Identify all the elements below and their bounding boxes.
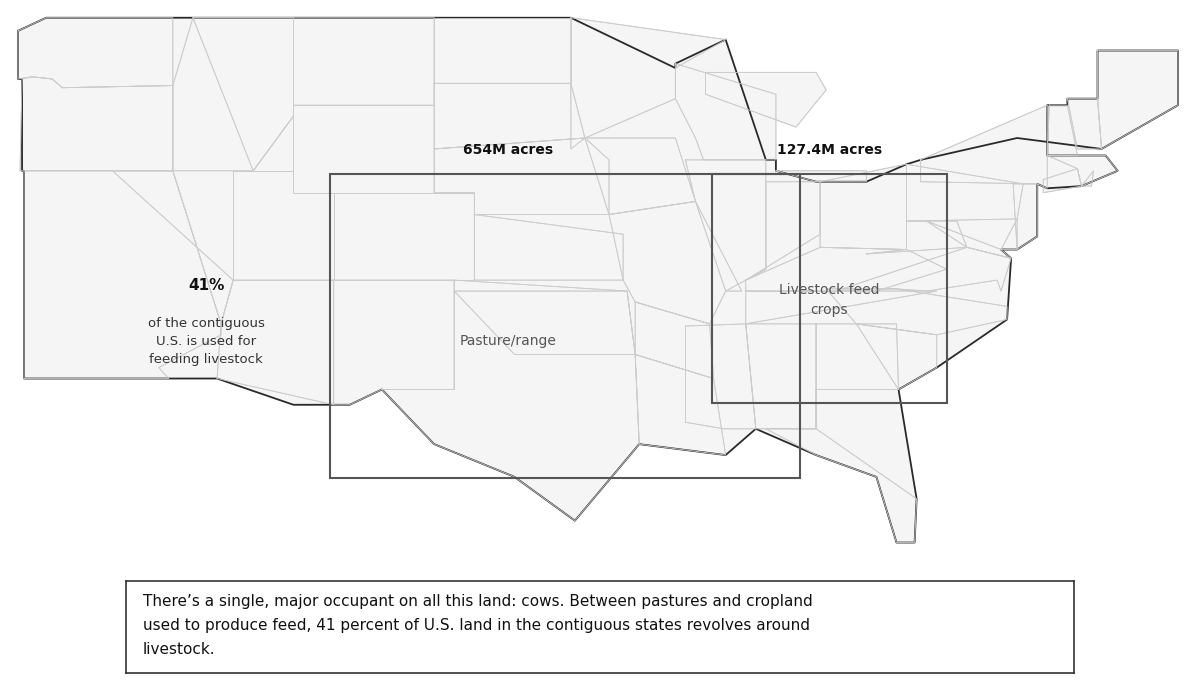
Polygon shape	[866, 221, 967, 254]
Polygon shape	[1081, 171, 1093, 186]
Polygon shape	[685, 324, 756, 429]
Polygon shape	[820, 165, 906, 250]
Polygon shape	[745, 324, 816, 429]
Polygon shape	[1001, 219, 1018, 250]
Polygon shape	[635, 302, 714, 379]
Polygon shape	[1048, 105, 1078, 156]
Polygon shape	[745, 248, 947, 291]
Polygon shape	[776, 171, 866, 182]
Polygon shape	[1067, 99, 1102, 149]
Text: 654M acres: 654M acres	[463, 143, 553, 157]
Polygon shape	[24, 171, 221, 379]
Polygon shape	[474, 214, 623, 280]
Text: 41%: 41%	[188, 278, 224, 293]
Polygon shape	[816, 324, 899, 429]
Text: 127.4M acres: 127.4M acres	[776, 143, 882, 157]
Polygon shape	[434, 138, 610, 214]
Polygon shape	[826, 289, 1007, 335]
Polygon shape	[610, 201, 742, 324]
Polygon shape	[217, 280, 334, 405]
Polygon shape	[842, 248, 1012, 291]
Polygon shape	[906, 165, 1024, 221]
Polygon shape	[233, 171, 334, 280]
Polygon shape	[434, 18, 571, 84]
Polygon shape	[571, 18, 726, 138]
Polygon shape	[20, 77, 173, 171]
Polygon shape	[18, 18, 173, 88]
Polygon shape	[926, 221, 1012, 258]
Polygon shape	[635, 354, 726, 455]
Polygon shape	[766, 429, 917, 543]
Polygon shape	[1043, 169, 1081, 192]
Polygon shape	[434, 84, 584, 149]
Polygon shape	[455, 280, 635, 354]
Polygon shape	[706, 72, 826, 127]
Bar	[330, 174, 800, 478]
Polygon shape	[745, 182, 820, 280]
Polygon shape	[18, 18, 1178, 543]
Polygon shape	[1098, 50, 1178, 149]
Polygon shape	[334, 192, 474, 280]
Polygon shape	[685, 160, 766, 291]
Polygon shape	[173, 18, 294, 171]
Polygon shape	[857, 324, 937, 390]
Text: There’s a single, major occupant on all this land: cows. Between pastures and cr: There’s a single, major occupant on all …	[143, 594, 812, 657]
Polygon shape	[676, 64, 776, 160]
Polygon shape	[920, 105, 1048, 188]
Polygon shape	[334, 280, 455, 405]
Polygon shape	[1048, 156, 1117, 186]
Bar	[712, 174, 947, 403]
Text: Pasture/range: Pasture/range	[460, 335, 557, 348]
Text: of the contiguous
U.S. is used for
feeding livestock: of the contiguous U.S. is used for feedi…	[148, 317, 264, 366]
Polygon shape	[745, 291, 937, 324]
Polygon shape	[584, 138, 696, 214]
Polygon shape	[113, 171, 233, 324]
Polygon shape	[1013, 184, 1037, 250]
Text: Livestock feed
crops: Livestock feed crops	[779, 282, 880, 317]
Polygon shape	[382, 291, 640, 521]
Polygon shape	[294, 105, 434, 192]
Polygon shape	[193, 18, 434, 171]
